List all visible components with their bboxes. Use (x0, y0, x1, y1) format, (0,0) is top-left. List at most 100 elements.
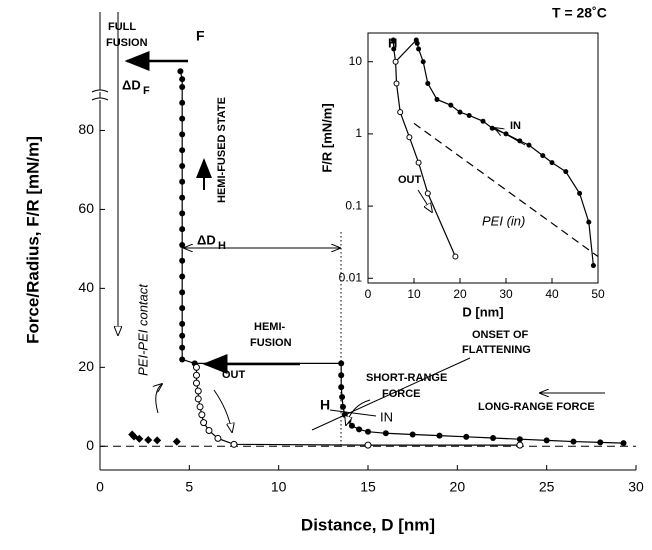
y-tick-label: 40 (78, 279, 94, 295)
point (517, 138, 523, 144)
point (179, 76, 186, 83)
point (570, 438, 577, 445)
point (526, 142, 532, 148)
point (543, 437, 550, 444)
y-tick-label: 1 (355, 126, 362, 140)
x-tick-label: 20 (450, 479, 466, 495)
point (339, 393, 346, 400)
point (393, 80, 400, 87)
point (179, 115, 186, 122)
point (179, 210, 186, 217)
arrow (213, 389, 232, 432)
x-tick-label: 5 (185, 479, 193, 495)
annotation: FLATTENING (462, 344, 531, 356)
annotation: IN (380, 409, 393, 424)
point (391, 46, 397, 52)
point (214, 434, 222, 442)
point (489, 125, 495, 131)
x-tick-label: 50 (591, 287, 605, 301)
point (144, 435, 153, 444)
point (198, 411, 206, 419)
y-tick-label: 80 (78, 121, 94, 137)
point (179, 320, 186, 327)
point (179, 273, 186, 280)
annotation: T = 28˚C (552, 5, 607, 21)
point (338, 360, 345, 367)
point (480, 118, 486, 124)
point (338, 384, 345, 391)
annotations: FULL FUSION F ΔD F HEMI-FUSED STATE ΔD H… (106, 5, 607, 425)
x-tick-label: 10 (407, 287, 421, 301)
point (563, 169, 569, 175)
annotation: H (218, 240, 226, 252)
point (179, 194, 186, 201)
point (179, 162, 186, 169)
annotation: IN (510, 120, 521, 132)
annotation: OUT (222, 369, 246, 381)
y-tick-label: 0.01 (339, 270, 363, 284)
point (179, 241, 186, 248)
x-tick-label: 15 (360, 479, 376, 495)
pointer (329, 409, 377, 417)
x-axis-label: D [nm] (462, 304, 503, 319)
arrow (346, 399, 371, 425)
annotation: FULL (108, 21, 136, 33)
axis-break (91, 89, 109, 101)
point (597, 439, 604, 446)
annotation: FORCE (382, 388, 421, 400)
point (230, 440, 238, 448)
point (463, 433, 470, 440)
point (179, 332, 186, 339)
point (179, 147, 186, 154)
point (194, 395, 202, 403)
point (390, 37, 396, 43)
point (397, 109, 404, 116)
x-tick-label: 0 (365, 287, 372, 301)
point (194, 387, 202, 395)
point (549, 160, 555, 166)
point (179, 99, 186, 106)
point (179, 131, 186, 138)
point (586, 219, 592, 225)
point (413, 37, 419, 43)
arrow (156, 384, 162, 414)
plot-frame (367, 32, 599, 284)
point (200, 419, 208, 427)
annotation: H (320, 397, 330, 413)
point (457, 109, 463, 115)
annotation: ONSET OF (472, 329, 529, 341)
point (424, 190, 431, 197)
x-axis-label: Distance, D [nm] (301, 515, 435, 534)
point (196, 403, 204, 411)
point (205, 427, 213, 435)
x-tick-label: 10 (271, 479, 287, 495)
point (179, 226, 186, 233)
point (452, 253, 459, 260)
x-tick-label: 30 (499, 287, 513, 301)
point (590, 263, 596, 269)
annotation: ΔD (122, 77, 141, 92)
point (620, 440, 627, 447)
point (179, 289, 186, 296)
annotation: FUSION (106, 37, 148, 49)
point (409, 431, 416, 438)
point (172, 437, 181, 446)
x-tick-label: 40 (545, 287, 559, 301)
point (516, 441, 524, 449)
annotation: ΔD (197, 232, 216, 247)
arrows (91, 12, 605, 446)
annotation: OUT (398, 174, 422, 186)
point (466, 112, 472, 118)
series-label: PEI (in) (482, 213, 525, 228)
annotation: HEMI-FUSED STATE (216, 97, 228, 203)
y-tick-label: 0.1 (345, 198, 362, 212)
y-tick-label: 20 (78, 358, 94, 374)
point (540, 153, 546, 159)
point (416, 46, 422, 52)
annotation: H (388, 35, 397, 50)
point (192, 363, 200, 371)
point (153, 436, 162, 445)
y-tick-label: 60 (78, 200, 94, 216)
